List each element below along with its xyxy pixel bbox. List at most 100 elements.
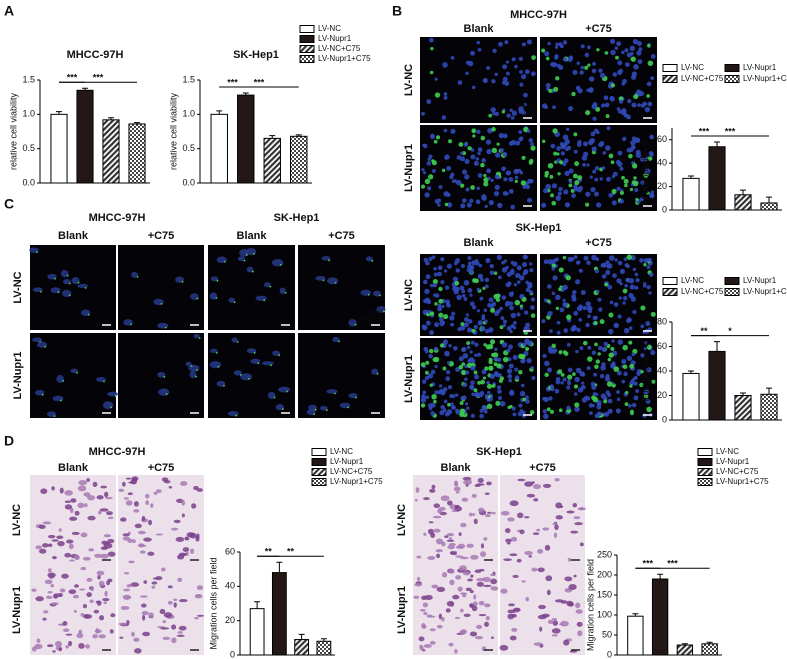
cell [441, 304, 445, 308]
cell [484, 277, 490, 283]
cell [433, 139, 438, 144]
cell [560, 373, 565, 377]
cell [450, 128, 456, 134]
cell [512, 320, 517, 325]
lipid [284, 291, 287, 294]
cell [466, 406, 470, 410]
cell [433, 399, 437, 404]
cell [34, 643, 43, 650]
cell [560, 151, 566, 156]
cell [494, 72, 498, 77]
cell [551, 266, 556, 271]
cell [479, 390, 485, 396]
lipid [243, 259, 246, 262]
column-label: +C75 [585, 237, 612, 249]
cell [524, 551, 533, 556]
cell [118, 488, 125, 492]
cell [44, 579, 53, 585]
cell [552, 275, 558, 281]
cell [453, 288, 459, 295]
cell [151, 581, 158, 585]
cell [650, 349, 656, 356]
cell [421, 393, 425, 398]
cell [480, 543, 485, 549]
cell [442, 62, 448, 68]
cell [574, 279, 581, 285]
cell [137, 530, 146, 535]
lipid [195, 375, 197, 378]
cell [471, 392, 476, 397]
cell [572, 372, 576, 376]
cell [461, 497, 469, 502]
bar [627, 615, 644, 656]
cell [514, 375, 520, 380]
cell [446, 533, 455, 537]
cell [504, 40, 509, 45]
bar [316, 640, 332, 656]
cell [450, 55, 455, 60]
cell [443, 269, 448, 273]
cell [95, 600, 100, 604]
error-bar [56, 111, 62, 115]
cell [629, 284, 635, 290]
cell [617, 150, 623, 156]
cell [173, 602, 177, 608]
y-tick-label: 1.5 [22, 74, 35, 84]
cell [69, 559, 75, 562]
cell [466, 327, 473, 333]
cell [543, 259, 549, 265]
cell [548, 396, 553, 401]
cell [455, 545, 463, 549]
cell [438, 185, 443, 190]
lipid [66, 274, 69, 277]
cell [469, 293, 473, 297]
cell [475, 483, 485, 486]
cell [461, 293, 466, 298]
cell [473, 324, 478, 330]
cell [621, 175, 625, 180]
lipid [223, 384, 225, 387]
cell [435, 549, 443, 553]
cell [612, 72, 618, 77]
cell [444, 411, 450, 417]
cell [497, 389, 502, 394]
lipid [338, 340, 340, 343]
cell [546, 315, 551, 320]
cell [473, 374, 480, 380]
cell [563, 351, 569, 356]
cell [519, 82, 524, 87]
cell [457, 80, 463, 85]
cell [541, 319, 546, 324]
cell [489, 263, 494, 269]
cell [171, 637, 177, 644]
cell [481, 316, 486, 321]
cell [443, 314, 449, 320]
cell [604, 51, 609, 55]
cell [488, 113, 492, 118]
cell [615, 55, 619, 60]
cell [216, 380, 226, 387]
cell [428, 256, 433, 262]
cell [483, 409, 488, 414]
cell [507, 613, 515, 620]
cell [629, 45, 636, 52]
cell [537, 567, 545, 573]
lipid [103, 380, 105, 383]
cell [541, 103, 548, 109]
cell [463, 613, 471, 618]
cell [100, 546, 108, 550]
cell [587, 345, 592, 350]
cell [628, 153, 633, 159]
cell [633, 94, 639, 100]
cell [526, 129, 531, 133]
y-tick-label: 40 [225, 581, 235, 591]
cell [617, 314, 622, 319]
cell [643, 157, 648, 162]
cell [496, 254, 502, 260]
micrograph [118, 565, 205, 655]
cell [568, 168, 574, 174]
column-label: Blank [464, 23, 495, 35]
micrograph [298, 333, 385, 418]
cell [142, 614, 146, 621]
cell [571, 327, 575, 332]
